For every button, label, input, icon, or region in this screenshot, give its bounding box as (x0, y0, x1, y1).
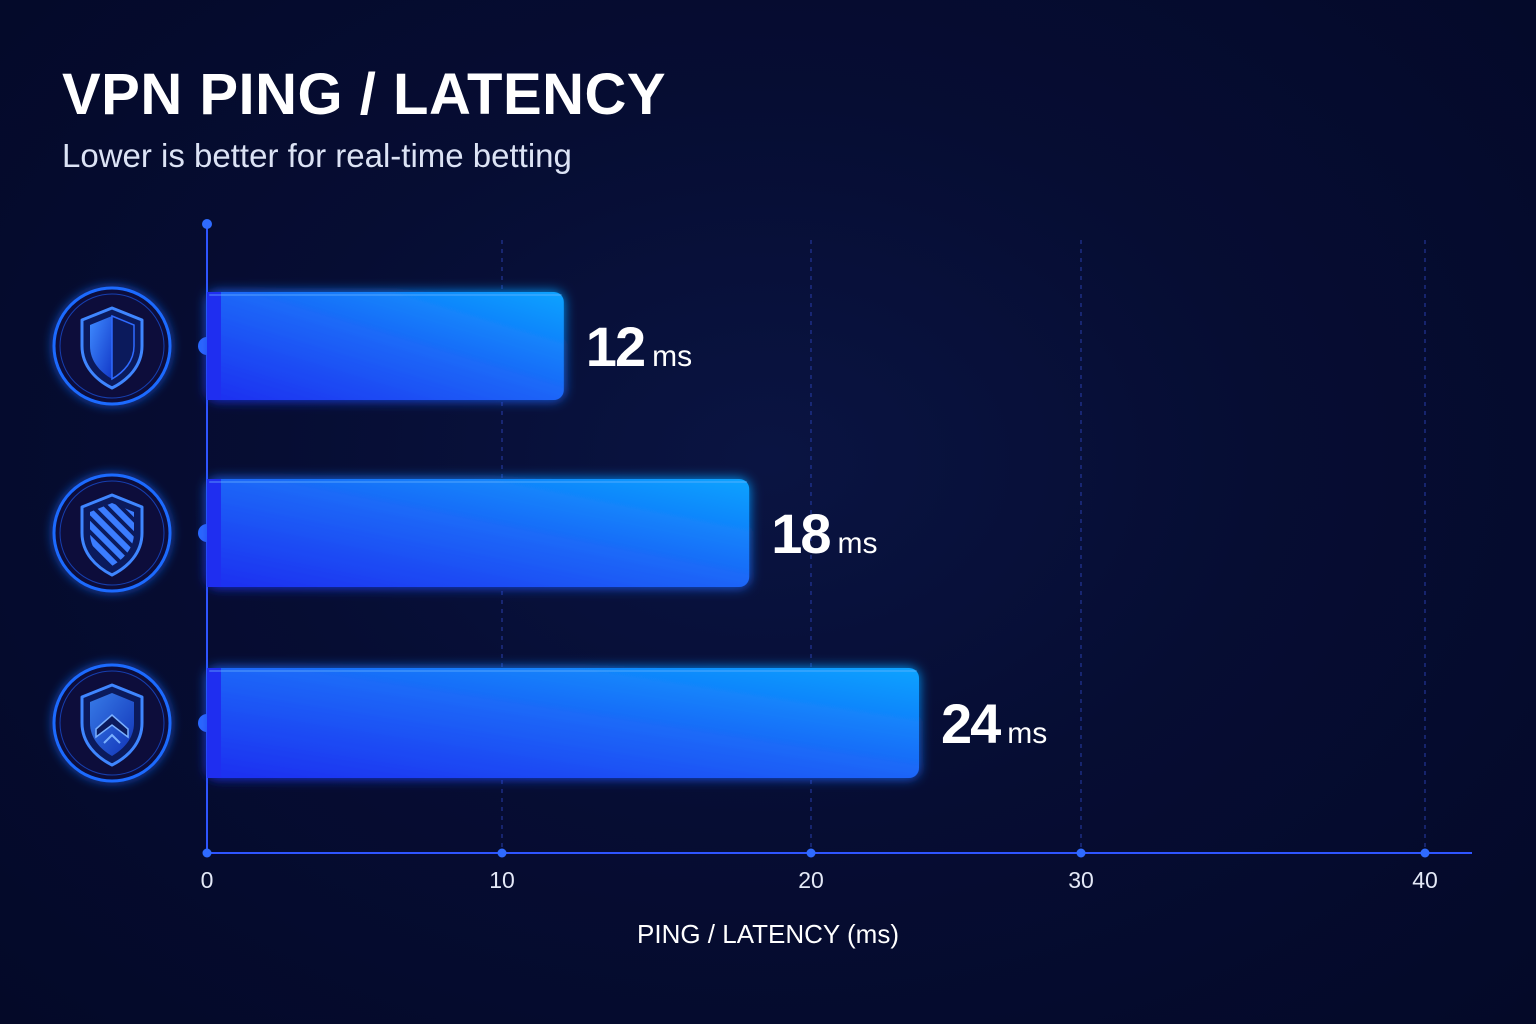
bar-left-edge (207, 292, 221, 400)
value-number: 18 (771, 502, 830, 565)
chart-subtitle: Lower is better for real-time betting (62, 137, 572, 174)
x-tick-label: 20 (798, 867, 824, 893)
x-tick-dot (1420, 848, 1430, 858)
value-label: 12 ms (586, 315, 692, 378)
bar-highlight (209, 670, 917, 672)
category-icons (52, 286, 172, 783)
x-tick-label: 10 (489, 867, 515, 893)
bar-left-edge (207, 668, 221, 778)
bar (207, 292, 564, 400)
x-tick-dot (202, 848, 212, 858)
shield-half-icon (52, 286, 172, 406)
bar (207, 668, 919, 778)
x-tick-label: 40 (1412, 867, 1438, 893)
bar-highlight (209, 294, 562, 296)
value-label: 24 ms (941, 692, 1047, 755)
x-axis-title: PING / LATENCY (ms) (637, 919, 899, 949)
value-unit: ms (837, 527, 877, 560)
value-unit: ms (652, 340, 692, 373)
x-tick-dot (497, 848, 507, 858)
bars (207, 292, 919, 778)
shield-striped-icon (52, 473, 172, 593)
x-tick-label: 30 (1068, 867, 1094, 893)
chart-title: VPN PING / LATENCY (62, 62, 667, 127)
x-tick-dot (806, 848, 816, 858)
shield-chevron-icon (52, 663, 172, 783)
x-tick-label: 0 (201, 867, 214, 893)
value-unit: ms (1007, 717, 1047, 750)
x-tick-labels: 0 10 20 30 40 (201, 867, 1438, 893)
value-label: 18 ms (771, 502, 877, 565)
bar-left-edge (207, 479, 221, 587)
value-number: 12 (586, 315, 644, 378)
y-axis-end-dot (202, 219, 212, 229)
value-number: 24 (941, 692, 1001, 755)
x-tick-dot (1076, 848, 1086, 858)
bar (207, 479, 750, 587)
bar-highlight (209, 481, 748, 483)
